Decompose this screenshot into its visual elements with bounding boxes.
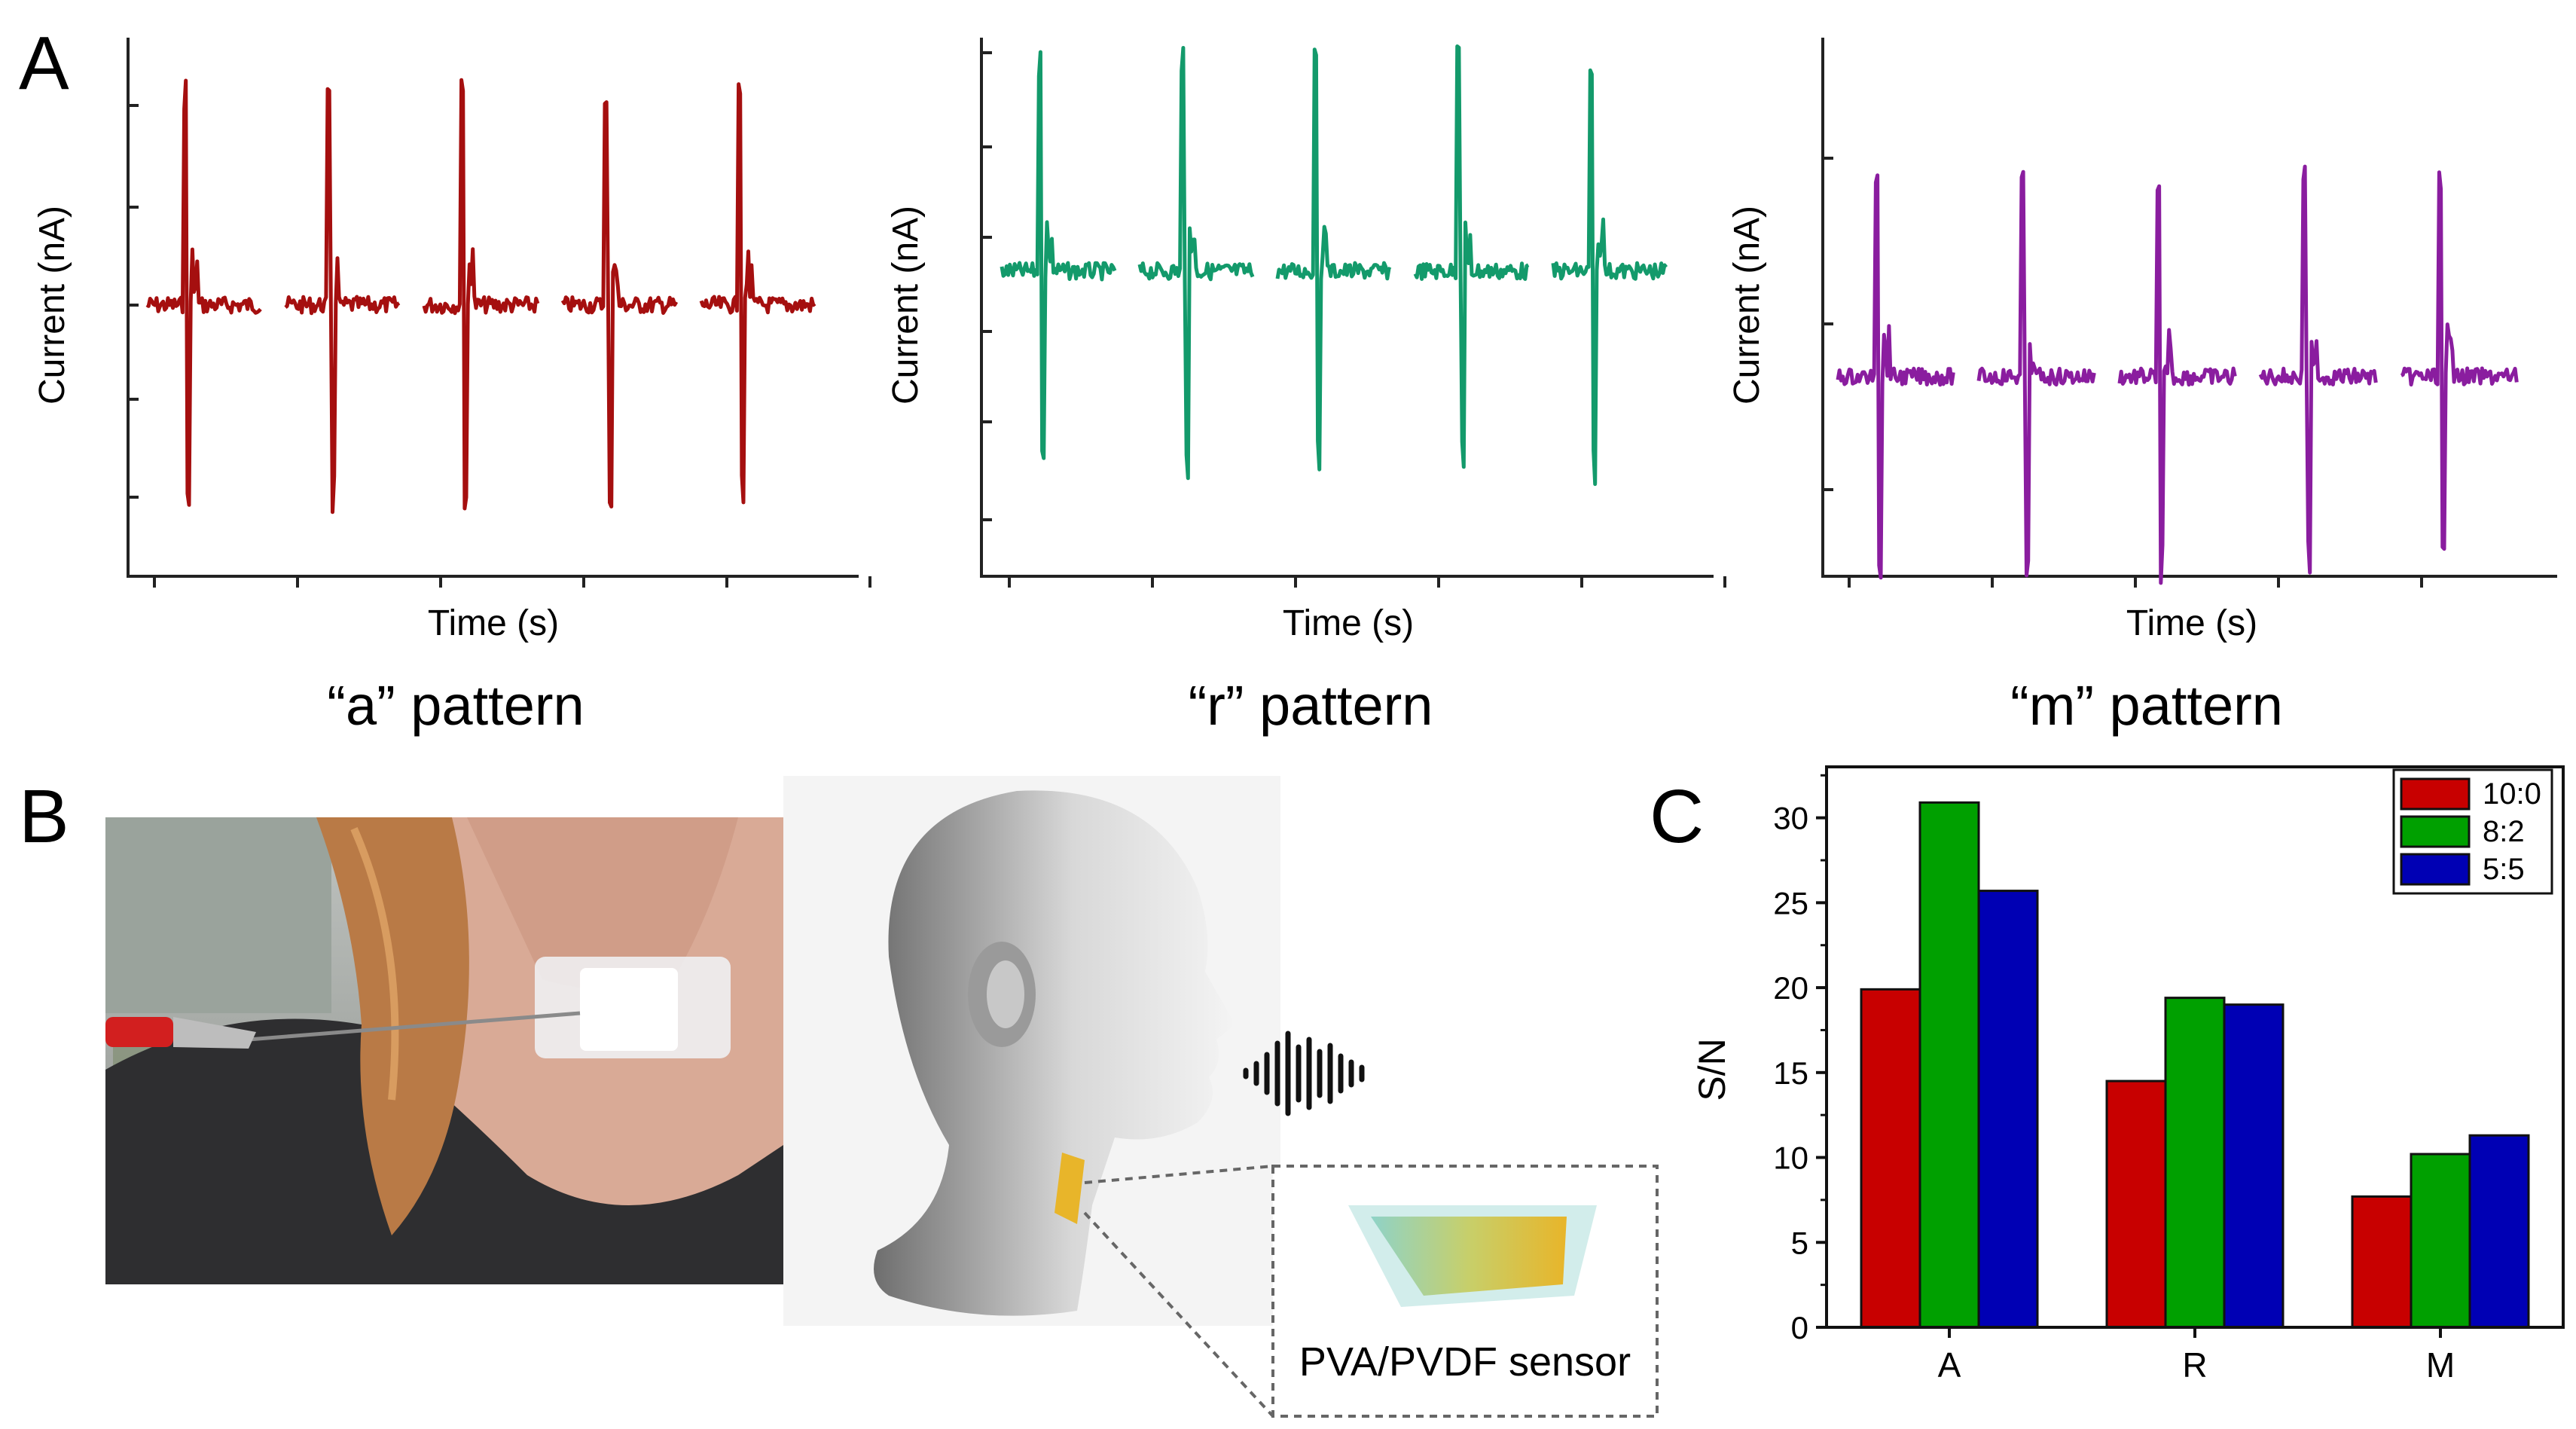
y-tick-label: 5	[1791, 1225, 1808, 1260]
current-trace-segment	[699, 82, 816, 505]
x-category-label: M	[2426, 1345, 2455, 1385]
sensor-label: PVA/PVDF sensor	[1299, 1339, 1631, 1385]
legend-swatch	[2400, 853, 2471, 886]
x-category-label: A	[1938, 1345, 1961, 1385]
pattern-caption: “m” pattern	[2010, 674, 2283, 737]
y-axis-label: Current (nA)	[1727, 206, 1767, 405]
legend-label: 10:0	[2483, 777, 2541, 811]
bar-m-10-0	[2351, 1195, 2413, 1329]
bar-m-5-5	[2468, 1134, 2530, 1329]
x-axis-label: Time (s)	[1283, 603, 1414, 643]
current-trace-segment	[1413, 44, 1530, 469]
y-tick-label: 25	[1773, 885, 1808, 921]
x-axis-label: Time (s)	[2126, 603, 2257, 643]
bar-m-8-2	[2410, 1153, 2471, 1329]
y-tick-label: 15	[1773, 1055, 1808, 1091]
pattern-caption: “r” pattern	[1189, 674, 1433, 737]
bar-r-5-5	[2223, 1003, 2285, 1329]
pattern-caption: “a” pattern	[327, 674, 584, 737]
legend-label: 5:5	[2483, 853, 2525, 886]
legend-swatch	[2400, 777, 2471, 811]
y-tick-label: 10	[1773, 1140, 1808, 1176]
y-axis-label: Current (nA)	[32, 206, 72, 405]
sn-bar-chart: 0 5 10 15 20 25 30 A R M S/N 10:0 8:2 5:5	[1691, 765, 2565, 1385]
current-trace-segment	[560, 100, 679, 508]
sensor-film	[1371, 1217, 1567, 1296]
current-trace-segment	[1551, 68, 1668, 487]
y-axis-label: S/N	[1691, 1038, 1733, 1101]
current-trace-segment	[2400, 170, 2519, 551]
head-illustration	[783, 776, 1280, 1326]
current-trace-segment	[422, 78, 540, 511]
sound-wave-icon	[1243, 1031, 1365, 1116]
current-trace-segment	[1137, 46, 1255, 481]
current-trace-segment	[2258, 164, 2378, 575]
bar-r-10-0	[2105, 1079, 2167, 1329]
panel-label-b: B	[19, 774, 69, 859]
current-trace-a	[145, 78, 262, 507]
panel-label-c: C	[1650, 774, 1704, 859]
y-tick-label: 20	[1773, 970, 1808, 1006]
waveform-plot-r: Time (s) Current (nA) “r” pattern	[886, 38, 1726, 737]
panel-label-a: A	[19, 21, 69, 105]
bar-a-5-5	[1977, 890, 2039, 1329]
throat-sensor	[1055, 1153, 1085, 1224]
x-axis-label: Time (s)	[428, 603, 559, 643]
waveform-plot-a: Time (s) Current (nA) “a” pattern	[32, 38, 871, 737]
y-tick-label: 0	[1791, 1310, 1808, 1345]
legend-label: 8:2	[2483, 815, 2525, 848]
current-trace-segment	[284, 87, 401, 515]
current-trace-segment	[1275, 47, 1392, 472]
sensor-callout: PVA/PVDF sensor	[1083, 1165, 1659, 1418]
current-trace-r	[1000, 50, 1117, 460]
waveform-plot-m: Time (s) Current (nA) “m” pattern	[1727, 38, 2557, 737]
current-trace-segment	[1976, 169, 2096, 578]
current-trace-m	[1836, 173, 1955, 580]
y-axis-label: Current (nA)	[886, 206, 926, 405]
bar-r-8-2	[2164, 997, 2226, 1329]
current-trace-segment	[2117, 184, 2237, 585]
legend: 10:0 8:2 5:5	[2392, 768, 2553, 895]
y-tick-label: 30	[1773, 801, 1808, 836]
bar-a-10-0	[1860, 988, 1921, 1329]
legend-swatch	[2400, 815, 2471, 848]
sensor-on-neck-photo	[105, 817, 783, 1284]
bar-a-8-2	[1918, 801, 1980, 1329]
x-category-label: R	[2182, 1345, 2207, 1385]
